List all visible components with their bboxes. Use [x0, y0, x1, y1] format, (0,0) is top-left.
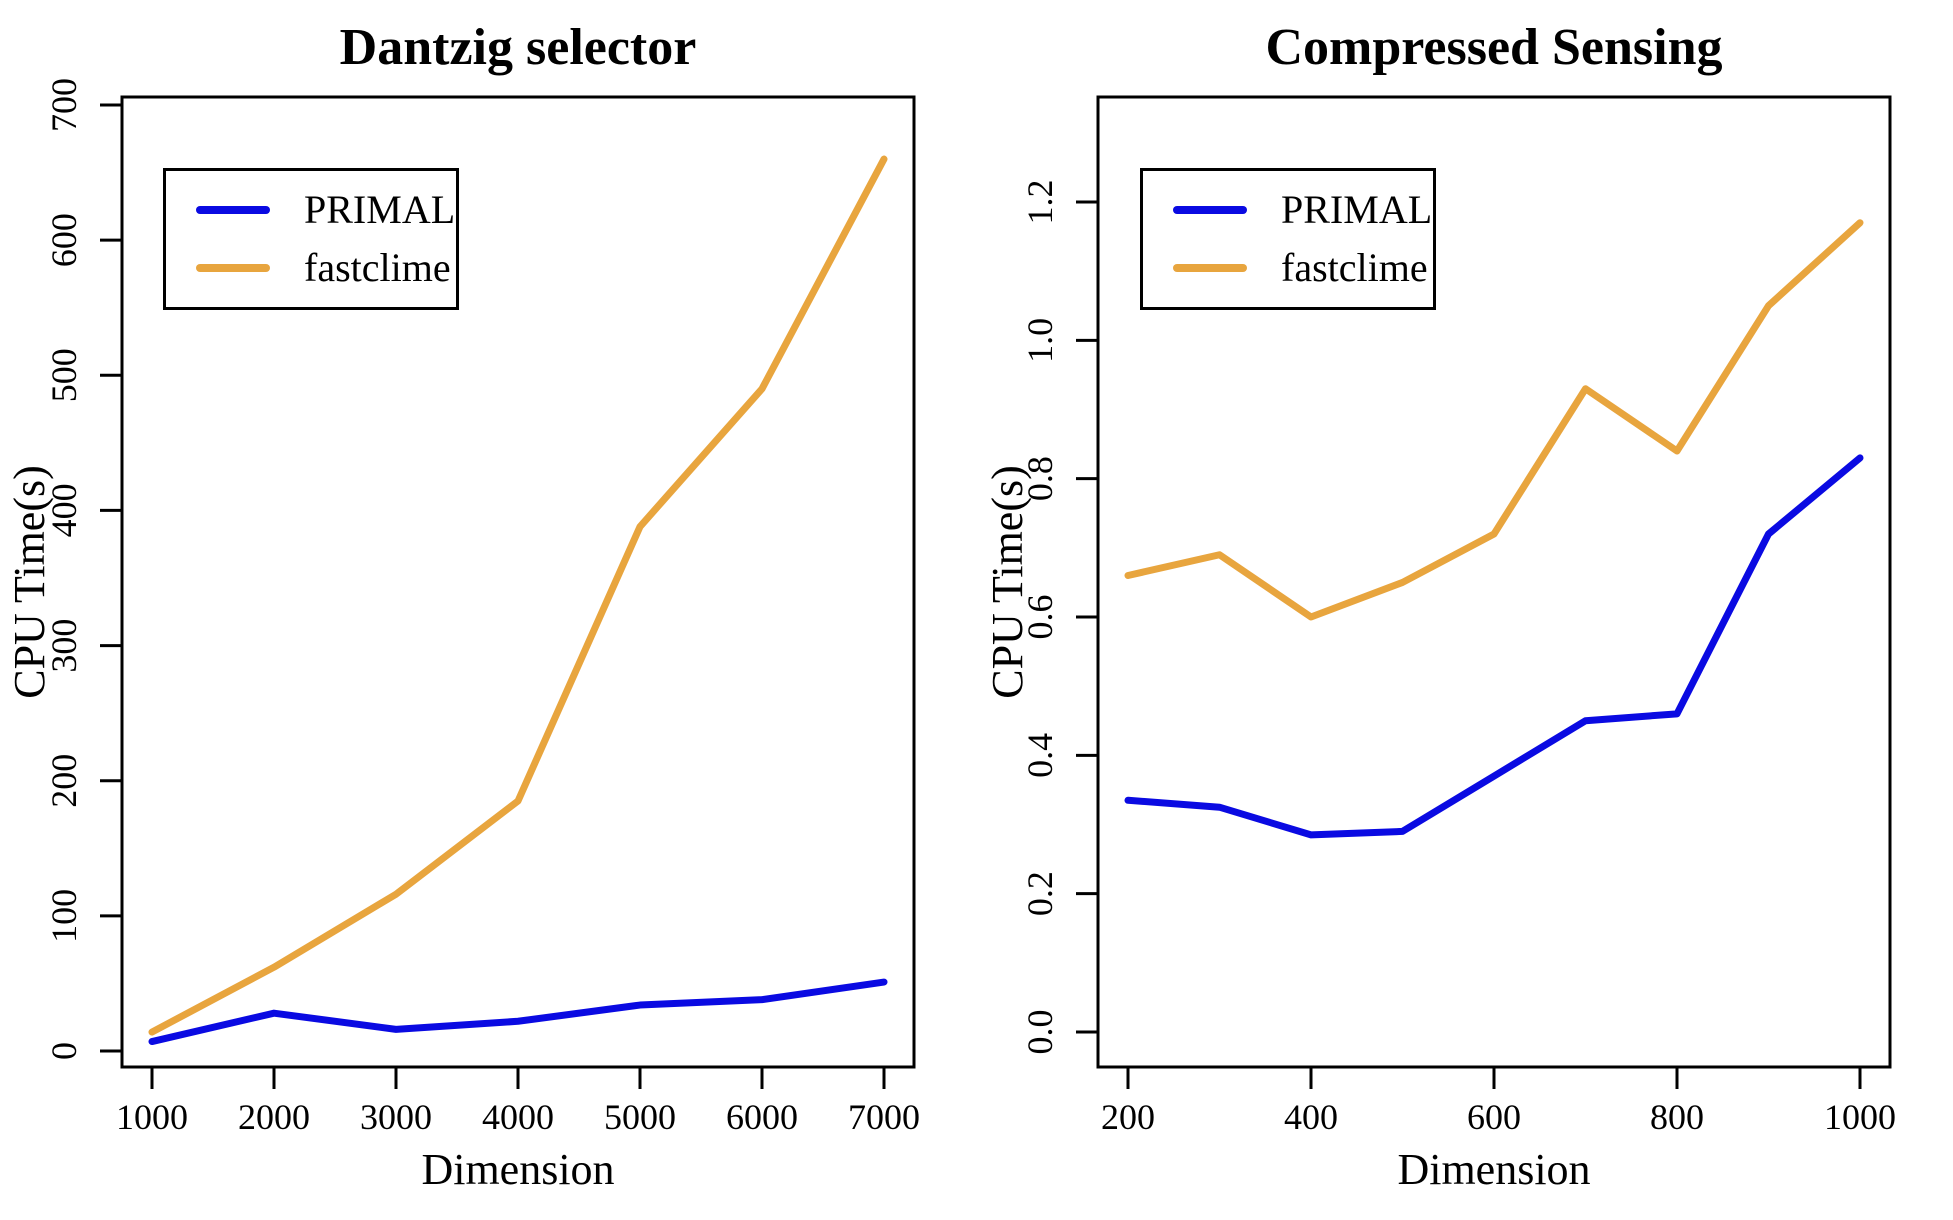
panel0-legend: PRIMAL fastclime	[163, 168, 459, 310]
y-tick-label: 0.6	[1020, 595, 1060, 640]
y-tick-label: 0.0	[1020, 1010, 1060, 1055]
panel1-y-axis-title: CPU Time(s)	[983, 465, 1032, 699]
x-tick-label: 1000	[116, 1097, 188, 1137]
legend-item-primal: PRIMAL	[196, 186, 456, 232]
primal-legend-label: PRIMAL	[1281, 186, 1433, 232]
panel1-title: Compressed Sensing	[1265, 19, 1723, 76]
y-tick-label: 1.0	[1020, 318, 1060, 363]
y-tick-label: 1.2	[1020, 180, 1060, 225]
fastclime-legend-label: fastclime	[1281, 245, 1428, 291]
x-tick-label: 1000	[1824, 1097, 1896, 1137]
x-tick-label: 200	[1101, 1097, 1155, 1137]
panel0-y-axis-title: CPU Time(s)	[5, 465, 54, 699]
x-tick-label: 800	[1650, 1097, 1704, 1137]
fastclime-line	[148, 155, 888, 1036]
legend-item-fastclime: fastclime	[1173, 248, 1433, 288]
primal-line-swatch	[1173, 205, 1247, 214]
fastclime-line	[1124, 219, 1864, 621]
panel0-x-axis-title: Dimension	[421, 1145, 615, 1194]
fastclime-line-swatch	[1173, 264, 1247, 273]
primal-line	[1124, 454, 1864, 839]
x-tick-label: 3000	[360, 1097, 432, 1137]
y-tick-label: 500	[44, 348, 84, 402]
x-tick-label: 4000	[482, 1097, 554, 1137]
legend-item-fastclime: fastclime	[196, 248, 456, 288]
panel1-legend: PRIMAL fastclime	[1140, 168, 1436, 310]
x-tick-label: 7000	[848, 1097, 920, 1137]
y-tick-label: 0.8	[1020, 456, 1060, 501]
x-tick-label: 6000	[726, 1097, 798, 1137]
x-tick-label: 2000	[238, 1097, 310, 1137]
x-tick-label: 600	[1467, 1097, 1521, 1137]
y-tick-label: 300	[44, 619, 84, 673]
x-tick-label: 5000	[604, 1097, 676, 1137]
x-tick-label: 400	[1284, 1097, 1338, 1137]
y-tick-label: 700	[44, 78, 84, 132]
y-tick-label: 0.4	[1020, 733, 1060, 778]
y-tick-label: 0	[44, 1042, 84, 1060]
y-tick-label: 100	[44, 889, 84, 943]
primal-line-swatch	[196, 205, 270, 214]
primal-legend-label: PRIMAL	[304, 186, 456, 232]
panel0-title: Dantzig selector	[339, 19, 697, 76]
y-tick-label: 600	[44, 213, 84, 267]
panel1-x-axis-title: Dimension	[1397, 1145, 1591, 1194]
primal-line	[148, 978, 888, 1046]
y-tick-label: 200	[44, 754, 84, 808]
fastclime-line-swatch	[196, 264, 270, 273]
y-tick-label: 400	[44, 483, 84, 537]
y-tick-label: 0.2	[1020, 871, 1060, 916]
legend-item-primal: PRIMAL	[1173, 186, 1433, 232]
fastclime-legend-label: fastclime	[304, 245, 451, 291]
